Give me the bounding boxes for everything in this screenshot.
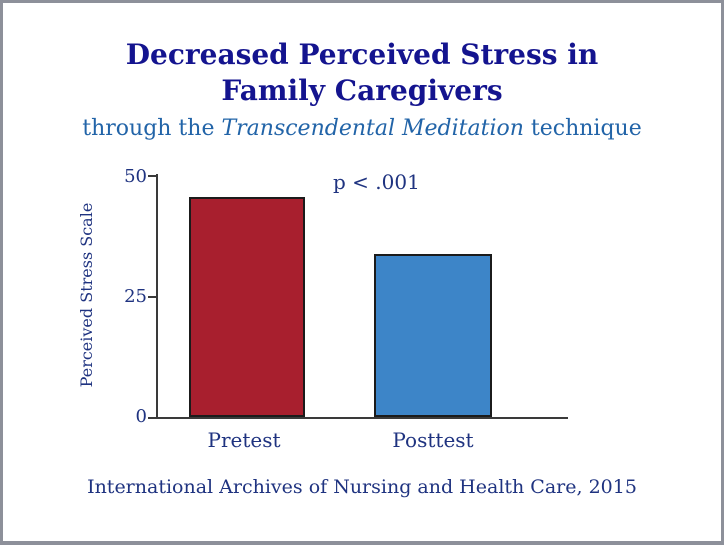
bar-pretest xyxy=(189,197,305,417)
chart-subtitle: through the Transcendental Meditation te… xyxy=(3,115,721,143)
y-tick-mark-25 xyxy=(148,296,157,298)
y-axis-title: Perceived Stress Scale xyxy=(77,202,96,388)
x-tick-label-posttest: Posttest xyxy=(392,428,474,452)
y-axis-line xyxy=(156,174,158,419)
subtitle-suffix: technique xyxy=(523,116,642,141)
x-axis-line xyxy=(148,417,568,419)
subtitle-italic-term: Transcendental Meditation xyxy=(221,116,524,141)
y-tick-label-25: 25 xyxy=(124,286,147,307)
chart-title-line2: Family Caregivers xyxy=(221,74,503,107)
bar-posttest xyxy=(374,254,492,417)
bar-chart: Perceived Stress Scale 50 25 0 p < .001 … xyxy=(3,3,721,541)
subtitle-prefix: through the xyxy=(82,116,222,141)
p-value-annotation: p < .001 xyxy=(333,170,420,194)
y-tick-label-50: 50 xyxy=(124,166,147,187)
chart-title: Decreased Perceived Stress in Family Car… xyxy=(3,37,721,109)
chart-title-line1: Decreased Perceived Stress in xyxy=(125,38,599,71)
y-tick-mark-50 xyxy=(148,175,157,177)
x-tick-label-pretest: Pretest xyxy=(207,428,281,452)
chart-header: Decreased Perceived Stress in Family Car… xyxy=(3,37,721,143)
y-tick-label-0: 0 xyxy=(135,406,147,427)
source-citation: International Archives of Nursing and He… xyxy=(87,476,637,498)
